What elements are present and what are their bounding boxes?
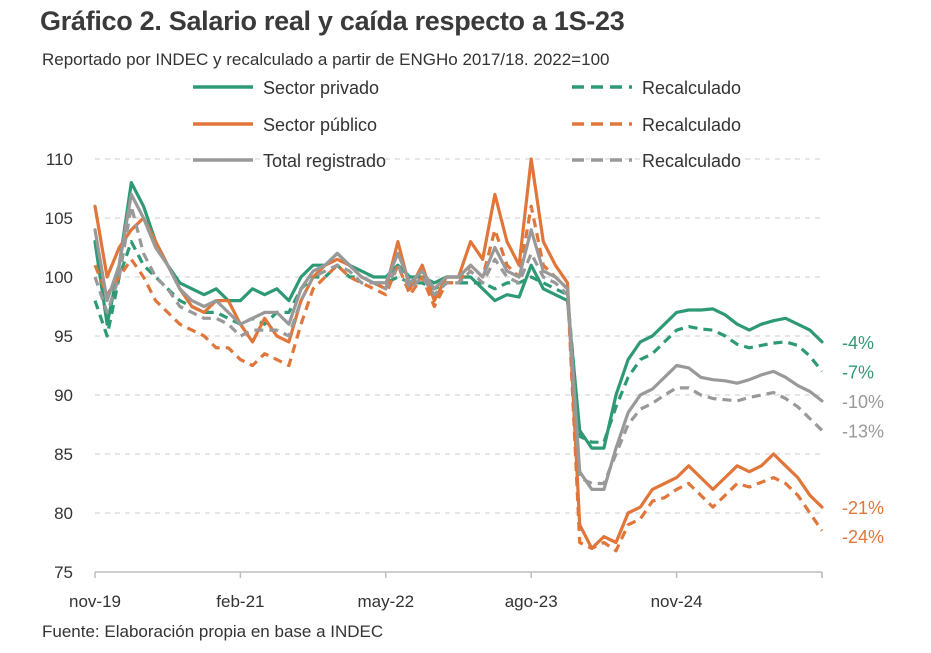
y-tick-label: 90 — [54, 386, 73, 405]
y-tick-label: 85 — [54, 445, 73, 464]
y-tick-label: 100 — [45, 268, 73, 287]
series-line-privado — [93, 181, 824, 450]
legend-label-total: Total registrado — [263, 151, 386, 171]
x-tick-label: feb-21 — [216, 592, 264, 611]
chart-subtitle: Reportado por INDEC y recalculado a part… — [42, 50, 610, 69]
legend-label-publico: Sector público — [263, 115, 377, 135]
end-label-privado: -4% — [842, 333, 874, 353]
x-tick-label: may-22 — [357, 592, 414, 611]
series-line-total — [93, 192, 824, 491]
end-label-publico: -21% — [842, 498, 884, 518]
end-label-privado-recalc: -7% — [842, 362, 874, 382]
legend-label-privado: Sector privado — [263, 78, 379, 98]
y-tick-label: 80 — [54, 504, 73, 523]
y-tick-label: 110 — [46, 150, 73, 169]
legend-label-publico-recalc: Recalculado — [642, 115, 741, 135]
chart-title: Gráfico 2. Salario real y caída respecto… — [40, 6, 625, 36]
series-line-publico-recalc — [93, 204, 824, 553]
y-tick-label: 95 — [54, 327, 73, 346]
x-tick-label: nov-24 — [651, 592, 703, 611]
end-label-total-recalc: -13% — [842, 421, 884, 441]
legend-label-total-recalc: Recalculado — [642, 151, 741, 171]
end-label-publico-recalc: -24% — [842, 527, 884, 547]
x-tick-label: ago-23 — [505, 592, 558, 611]
series-line-privado-recalc — [93, 240, 824, 444]
end-label-total: -10% — [842, 392, 884, 412]
legend-label-privado-recalc: Recalculado — [642, 78, 741, 98]
series-line-total-recalc — [93, 204, 824, 486]
x-tick-label: nov-19 — [69, 592, 121, 611]
y-tick-label: 75 — [54, 563, 73, 582]
chart-source: Fuente: Elaboración propia en base a IND… — [42, 622, 384, 641]
y-tick-label: 105 — [45, 209, 73, 228]
